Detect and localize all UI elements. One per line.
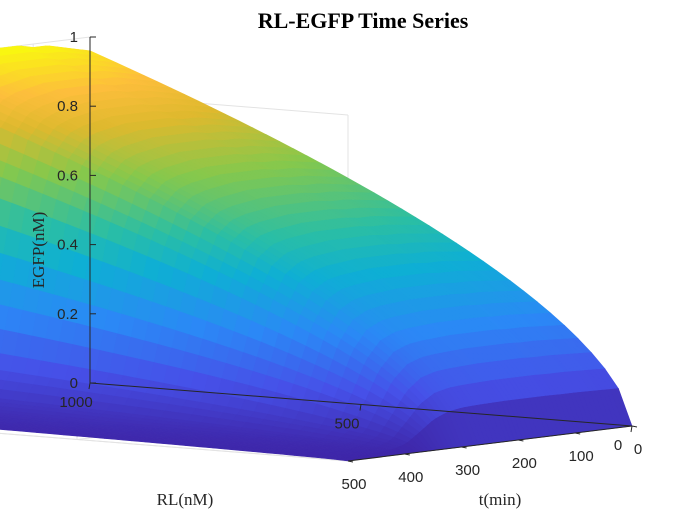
- z-tick-label: 0.8: [57, 98, 78, 115]
- surface-plot: [0, 45, 633, 462]
- z-tick-label: 1: [70, 29, 78, 46]
- t-tick-mark: [347, 460, 354, 463]
- z-tick-label: 0.6: [57, 167, 78, 184]
- t-tick-label: 500: [341, 476, 366, 493]
- t-tick-label: 200: [512, 455, 537, 472]
- z-tick-label: 0: [70, 375, 78, 392]
- y-axis-label: RL(nM): [157, 490, 214, 509]
- t-tick-label: 300: [455, 462, 480, 479]
- t-tick-mark: [404, 453, 410, 456]
- chart-title: RL-EGFP Time Series: [258, 8, 469, 33]
- t-tick-mark: [461, 446, 467, 449]
- z-tick-label: 0.2: [57, 306, 78, 323]
- floor-grid-t-5: [0, 432, 349, 462]
- t-tick-mark: [518, 439, 524, 442]
- t-axis-line: [347, 425, 633, 462]
- rl-tick-mark: [88, 382, 91, 390]
- rl-tick-label: 1000: [59, 394, 92, 411]
- z-tick-label: 0.4: [57, 237, 78, 254]
- t-tick-label: 100: [569, 448, 594, 465]
- rl-tick-mark: [359, 404, 362, 411]
- t-tick-mark: [631, 425, 638, 428]
- t-tick-label: 400: [398, 469, 423, 486]
- axes: 0 100 200 300 400 500 0 500 1000 0 0.2 0.4 0.6 0.8 1: [57, 29, 642, 493]
- z-axis-label: EGFP(nM): [29, 212, 48, 289]
- t-tick-label: 0: [634, 441, 642, 458]
- x-axis-label: t(min): [479, 490, 522, 509]
- rl-tick-label: 500: [334, 416, 359, 433]
- rl-tick-label: 0: [614, 437, 622, 454]
- t-tick-mark: [575, 432, 581, 435]
- rl-tick-mark: [630, 425, 633, 433]
